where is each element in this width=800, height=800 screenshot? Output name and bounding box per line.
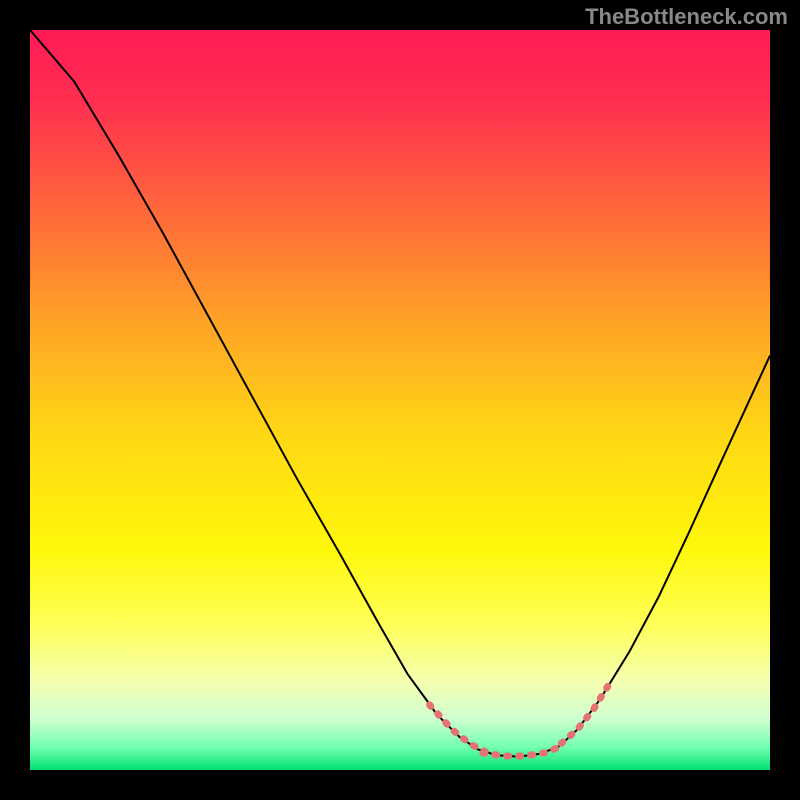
chart-container: TheBottleneck.com [0,0,800,800]
curve-svg [30,30,770,770]
main-curve [30,30,770,757]
dotted-segment-2 [561,685,608,743]
dotted-segment-1 [483,745,563,756]
dotted-overlay-group [430,685,609,756]
plot-area [30,30,770,770]
dotted-segment-0 [430,705,486,752]
watermark-text: TheBottleneck.com [585,4,788,30]
